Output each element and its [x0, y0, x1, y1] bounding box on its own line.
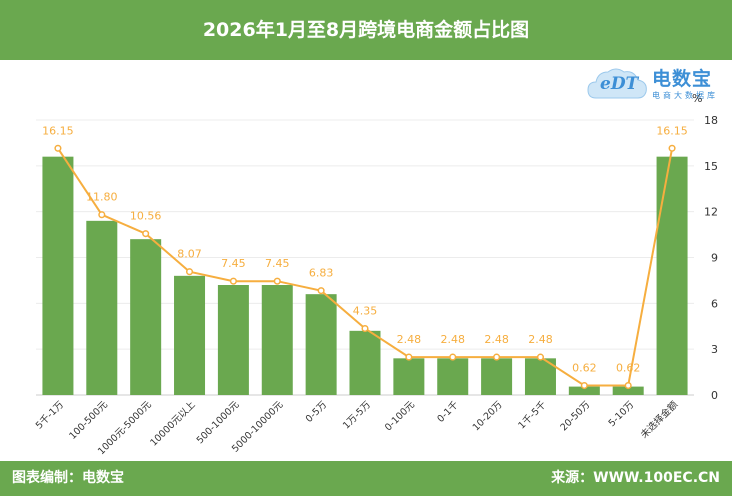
- header-bar: 2026年1月至8月跨境电商金额占比图: [0, 0, 732, 60]
- x-tick-label-12: 20-50万: [558, 399, 592, 433]
- bar-10: [481, 358, 513, 395]
- chart-title: 2026年1月至8月跨境电商金额占比图: [202, 19, 530, 41]
- bar-13: [612, 386, 644, 395]
- data-label-10: 2.48: [484, 333, 509, 346]
- data-label-2: 10.56: [130, 210, 162, 223]
- logo-name: 电数宝: [652, 68, 713, 90]
- line-point-12: [580, 381, 588, 390]
- x-tick-label-8: 0-100元: [383, 399, 417, 433]
- x-tick-label-9: 0-1千: [435, 399, 461, 425]
- bar-12: [568, 386, 600, 395]
- bar-1: [86, 220, 118, 395]
- bar-3: [174, 275, 206, 395]
- data-label-6: 6.83: [309, 267, 334, 280]
- data-label-11: 2.48: [528, 333, 553, 346]
- x-tick-label-11: 1千-5千: [516, 399, 549, 432]
- data-label-8: 2.48: [397, 333, 422, 346]
- footer-credit: 图表编制：电数宝: [12, 470, 124, 486]
- data-label-3: 8.07: [177, 248, 202, 261]
- data-label-12: 0.62: [572, 362, 597, 375]
- line-point-4: [229, 277, 237, 285]
- logo: eDT 电数宝 电商大数据库: [586, 62, 726, 104]
- bar-2: [130, 239, 162, 395]
- y-tick-label-4: 12: [704, 206, 718, 219]
- data-label-7: 4.35: [353, 305, 378, 318]
- x-tick-label-6: 0-5万: [304, 399, 329, 424]
- y-axis-unit: %: [692, 92, 703, 105]
- data-label-4: 7.45: [221, 257, 246, 270]
- line-point-10: [493, 353, 501, 361]
- y-tick-label-6: 18: [704, 114, 718, 127]
- data-label-13: 0.62: [616, 362, 641, 375]
- line-point-13: [624, 381, 632, 390]
- cloud-logo-icon: [587, 68, 647, 99]
- line-point-11: [536, 353, 545, 361]
- data-label-1: 11.80: [86, 191, 118, 204]
- line-point-7: [361, 324, 369, 333]
- bar-7: [349, 330, 381, 395]
- y-tick-label-3: 9: [711, 252, 718, 265]
- x-tick-label-4: 500-1000元: [195, 399, 242, 446]
- data-label-0: 16.15: [42, 124, 74, 137]
- y-tick-label-0: 0: [711, 389, 718, 402]
- logo-tagline: 电商大数据库: [652, 91, 718, 100]
- line-point-8: [405, 353, 413, 361]
- line-point-1: [98, 211, 106, 219]
- line-point-5: [273, 277, 281, 285]
- footer-bar: 图表编制：电数宝 来源：WWW.100EC.CN: [0, 461, 732, 496]
- logo-mark-text: eDT: [600, 74, 639, 94]
- line-point-14: [668, 144, 676, 152]
- x-tick-label-10: 10-20万: [471, 399, 505, 433]
- bar-8: [393, 358, 425, 395]
- line-point-9: [449, 353, 457, 361]
- y-tick-label-1: 3: [711, 343, 718, 356]
- bar-4: [217, 285, 249, 395]
- bar-14: [656, 156, 688, 395]
- x-tick-label-13: 5-10万: [607, 399, 637, 429]
- x-tick-label-14: 未选择金额: [638, 398, 680, 440]
- x-tick-label-1: 100-500元: [67, 399, 110, 442]
- bar-0: [42, 156, 74, 395]
- bar-9: [437, 358, 469, 395]
- y-tick-label-2: 6: [711, 297, 718, 310]
- data-label-9: 2.48: [440, 333, 465, 346]
- data-label-14: 16.15: [656, 124, 688, 137]
- line-point-6: [317, 287, 325, 295]
- bar-5: [261, 285, 293, 395]
- bar-6: [305, 294, 337, 395]
- footer-source: 来源：WWW.100EC.CN: [551, 470, 720, 486]
- line-point-2: [142, 230, 150, 238]
- line-point-3: [185, 268, 194, 276]
- line-point-0: [54, 144, 62, 152]
- y-tick-label-5: 15: [704, 160, 718, 173]
- x-tick-label-7: 1万-5万: [341, 399, 373, 431]
- x-tick-label-0: 5千-1万: [34, 399, 66, 431]
- x-tick-label-3: 10000元以上: [148, 399, 198, 449]
- data-label-5: 7.45: [265, 257, 290, 270]
